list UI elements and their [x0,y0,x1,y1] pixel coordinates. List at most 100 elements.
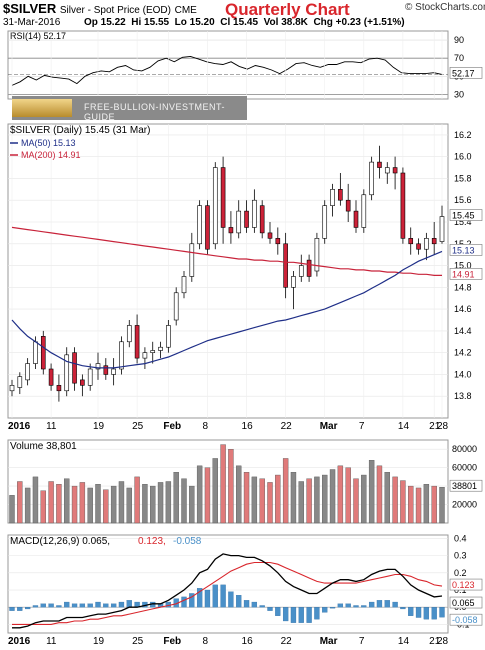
macd-histogram-bar [236,595,242,608]
volume-bar-up [236,465,242,524]
macd-histogram-bar [251,601,258,608]
candle-down [40,336,46,370]
candle-up [173,292,179,321]
volume-bar-up [189,485,195,524]
macd-tick-label: 0.3 [454,551,467,561]
bullion-guide-banner[interactable]: FREE-BULLION-INVESTMENT-GUIDE [12,96,247,120]
ma50-line [11,250,443,369]
macd-histogram-bar [267,607,273,611]
volume-bar-down [134,476,140,524]
candle-down [431,238,437,245]
volume-bar-down [259,478,265,524]
macd-histogram-bar [290,607,297,623]
macd-histogram-bar [337,603,344,608]
volume-bar-up [361,474,367,524]
volume-bar-up [142,484,148,524]
candle-up [439,216,445,242]
candle-up [111,368,116,375]
x-tick-label-bottom: 19 [93,636,105,647]
price-tick-label: 14.8 [454,282,472,292]
macd-histogram-bar [423,607,430,620]
volume-legend: Volume 38,801 [10,441,77,452]
candle-up [150,350,156,353]
candle-up [291,276,296,288]
candle-up [236,210,242,234]
macd-histogram-bar [322,607,328,613]
ma50-current-label-box [449,244,483,256]
volume-bar-up [87,487,93,524]
price-tick-label: 15.8 [454,173,472,183]
volume-bar-down [220,444,226,524]
x-tick-label-bottom: 16 [242,636,254,647]
macd-hist-legend: -0.058 [173,536,202,547]
candle-up [166,325,171,348]
price-tick-label: 15.2 [454,239,472,249]
ma50-current-label: 15.13 [452,245,475,255]
ma200-current-label: 14.91 [452,269,475,279]
volume-bar-down [56,484,62,524]
macd-histogram-bar [212,584,218,608]
candle-up [181,276,187,294]
x-tick-label: 28 [437,421,449,432]
volume-bar-down [103,489,109,524]
macd-signal-label: 0.123 [452,580,475,590]
volume-bar-down [392,476,398,524]
price-legend-main: $SILVER (Daily) 15.45 (31 Mar) [10,125,150,136]
macd-histogram-bar [415,607,422,618]
candle-down [283,243,288,288]
macd-histogram-bar [189,593,195,608]
rsi-legend: RSI(14) 52.17 [10,31,66,41]
macd-hist-label-box [449,613,483,626]
volume-bar-down [71,485,78,524]
x-tick-label-bottom: Mar [320,636,338,647]
candle-up [126,325,132,343]
stockcharts-credit[interactable]: © StockCharts.com [405,2,485,13]
macd-histogram-bar [204,589,211,608]
macd-histogram-bar [400,607,406,610]
price-tick-label: 15.0 [454,261,472,271]
volume-bar-up [9,495,15,524]
ma200-line [11,226,442,276]
candle-down [80,379,85,386]
macd-histogram-bar [275,607,281,616]
volume-tick-label: 60000 [452,463,477,473]
x-tick-label: 11 [46,421,57,432]
volume-bar-up [110,485,117,524]
candle-down [220,167,226,228]
macd-value-label-box [449,596,483,609]
macd-histogram-bar [196,588,203,608]
volume-bar-down [40,490,46,524]
rsi-tick-label: 70 [454,53,464,63]
rsi-line [11,55,443,86]
volume-bar-up [173,472,179,524]
volume-bar-up [165,481,172,524]
volume-bar-up [196,465,203,524]
macd-histogram-bar [110,603,117,608]
macd-histogram-bar [353,605,359,608]
candle-up [189,243,195,277]
macd-histogram-bar [24,607,31,610]
x-tick-label: 19 [93,421,105,432]
price-tick-label: 14.4 [454,326,472,336]
volume-bar-up [368,460,375,524]
volume-bar-up [290,472,297,524]
candle-down [377,161,382,168]
macd-legend: MACD(12,26,9) 0.065, [10,536,110,547]
candle-up [197,205,202,245]
macd-histogram-bar [181,596,187,608]
candle-up [424,238,429,250]
macd-histogram-bar [368,601,375,608]
volume-bar-up [329,469,336,524]
macd-histogram-bar [228,591,234,608]
macd-signal-label-box [449,578,483,591]
x-tick-label-bottom: 2016 [8,636,31,647]
macd-histogram-bar [314,607,320,620]
price-tick-label: 14.0 [454,369,472,379]
symbol-description: Silver - Spot Price (EOD) [59,5,171,16]
macd-histogram-bar [9,607,15,611]
volume-bar-down [204,467,211,524]
rsi-tick-label: 90 [454,35,464,45]
banner-text: FREE-BULLION-INVESTMENT-GUIDE [84,102,226,120]
candle-down [408,238,414,245]
